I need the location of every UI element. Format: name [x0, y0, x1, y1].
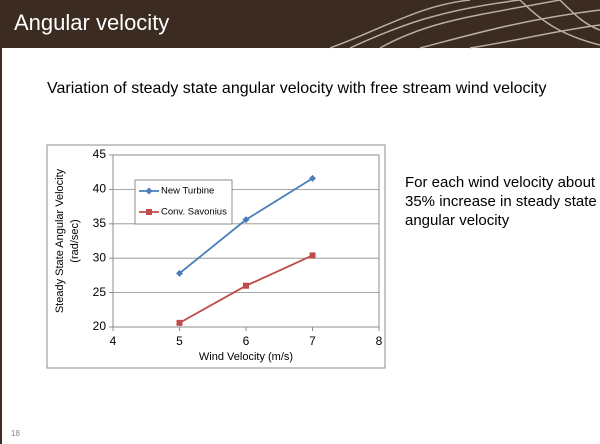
header-decoration [329, 0, 600, 49]
data-point [176, 319, 183, 326]
y-tick-label: 45 [93, 147, 107, 161]
legend-marker [145, 187, 153, 195]
x-axis-label: Wind Velocity (m/s) [199, 351, 293, 363]
y-tick-label: 40 [93, 182, 107, 196]
data-point [309, 174, 316, 182]
x-tick-label: 8 [376, 334, 383, 348]
x-tick-label: 5 [176, 334, 183, 348]
y-axis-label: (rad/sec) [69, 219, 81, 262]
x-tick-label: 4 [110, 334, 117, 348]
legend-marker [146, 209, 152, 215]
data-point [309, 252, 316, 259]
subtitle: Variation of steady state angular veloci… [47, 80, 547, 97]
left-border [0, 48, 2, 444]
legend-box [134, 179, 233, 225]
legend-label: Conv. Savonius [161, 207, 227, 218]
y-tick-label: 35 [93, 216, 107, 230]
data-point [176, 269, 183, 277]
x-tick-label: 7 [309, 334, 316, 348]
data-point [242, 216, 250, 224]
header-bar [0, 0, 600, 48]
legend-label: New Turbine [161, 186, 214, 197]
y-axis-label: Steady State Angular Velocity [54, 168, 66, 313]
slide-title: Angular velocity [14, 10, 170, 35]
note: For each wind velocity about 35% increas… [405, 174, 597, 229]
x-tick-label: 6 [243, 334, 250, 348]
slide-number: 18 [11, 429, 20, 438]
y-tick-label: 25 [93, 285, 107, 299]
data-point [243, 282, 249, 289]
y-tick-label: 20 [93, 319, 107, 333]
y-tick-label: 30 [93, 250, 107, 264]
